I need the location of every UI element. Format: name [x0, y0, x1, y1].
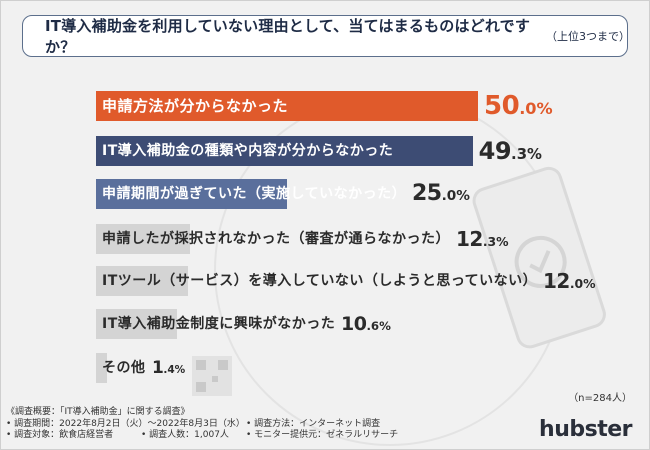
value-label-5: 12.0%: [543, 269, 596, 293]
survey-method: • 調査方法：インターネット調査: [246, 418, 381, 429]
bar-5: [96, 266, 188, 296]
bar-label-4: 申請したが採択されなかった（審査が通らなかった）: [102, 231, 450, 247]
survey-count: • 調査人数：1,007人: [141, 430, 229, 440]
bar-label-3: 申請期間が過ぎていた（実施していなかった）: [102, 186, 407, 202]
bar-6: [96, 309, 177, 339]
smartphone-illustration: [472, 166, 606, 349]
question-header: IT導入補助金を利用していない理由として、当てはまるものはどれですか？ （上位3…: [22, 15, 630, 57]
bar-1: [96, 91, 478, 121]
bar-label-7: その他: [102, 360, 146, 376]
qr-code-illustration: [192, 356, 232, 396]
question-subtext: （上位3つまで）: [546, 30, 630, 43]
value-label-2: 49.3%: [478, 137, 542, 165]
survey-overview-title: 《調査概要：「IT導入補助金」に関する調査》: [6, 407, 190, 417]
bar-label-2: IT導入補助金の種類や内容が分からなかった: [102, 143, 394, 159]
bar-label-1: 申請方法が分からなかった: [102, 97, 289, 115]
bar-label-6: IT導入補助金制度に興味がなかった: [102, 316, 336, 332]
question-text: IT導入補助金を利用していない理由として、当てはまるものはどれですか？: [45, 17, 531, 56]
brand-logo: hubster: [539, 417, 632, 442]
bar-4: [96, 224, 190, 254]
bar-label-5: ITツール（サービス）を導入していない（しようと思っていない）: [102, 273, 538, 289]
bar-7: [96, 353, 107, 383]
survey-provider: • モニター提供元：ゼネラルリサーチ: [246, 430, 399, 440]
sample-size-note: （n=284人）: [568, 393, 632, 404]
value-label-1: 50.0%: [484, 91, 553, 121]
survey-overview: 《調査概要：「IT導入補助金」に関する調査》 • 調査期間：2022年8月2日（…: [6, 407, 398, 442]
value-label-4: 12.3%: [456, 227, 509, 251]
survey-target: • 調査対象：飲食店経営者: [6, 430, 114, 440]
value-label-6: 10.6%: [341, 313, 391, 335]
value-label-7: 1.4%: [152, 358, 186, 378]
bar-3: [96, 179, 287, 209]
value-label-3: 25.0%: [412, 181, 470, 206]
bar-2: [96, 136, 473, 166]
survey-period: • 調査期間：2022年8月2日（火）～2022年8月3日（水）: [6, 418, 245, 429]
